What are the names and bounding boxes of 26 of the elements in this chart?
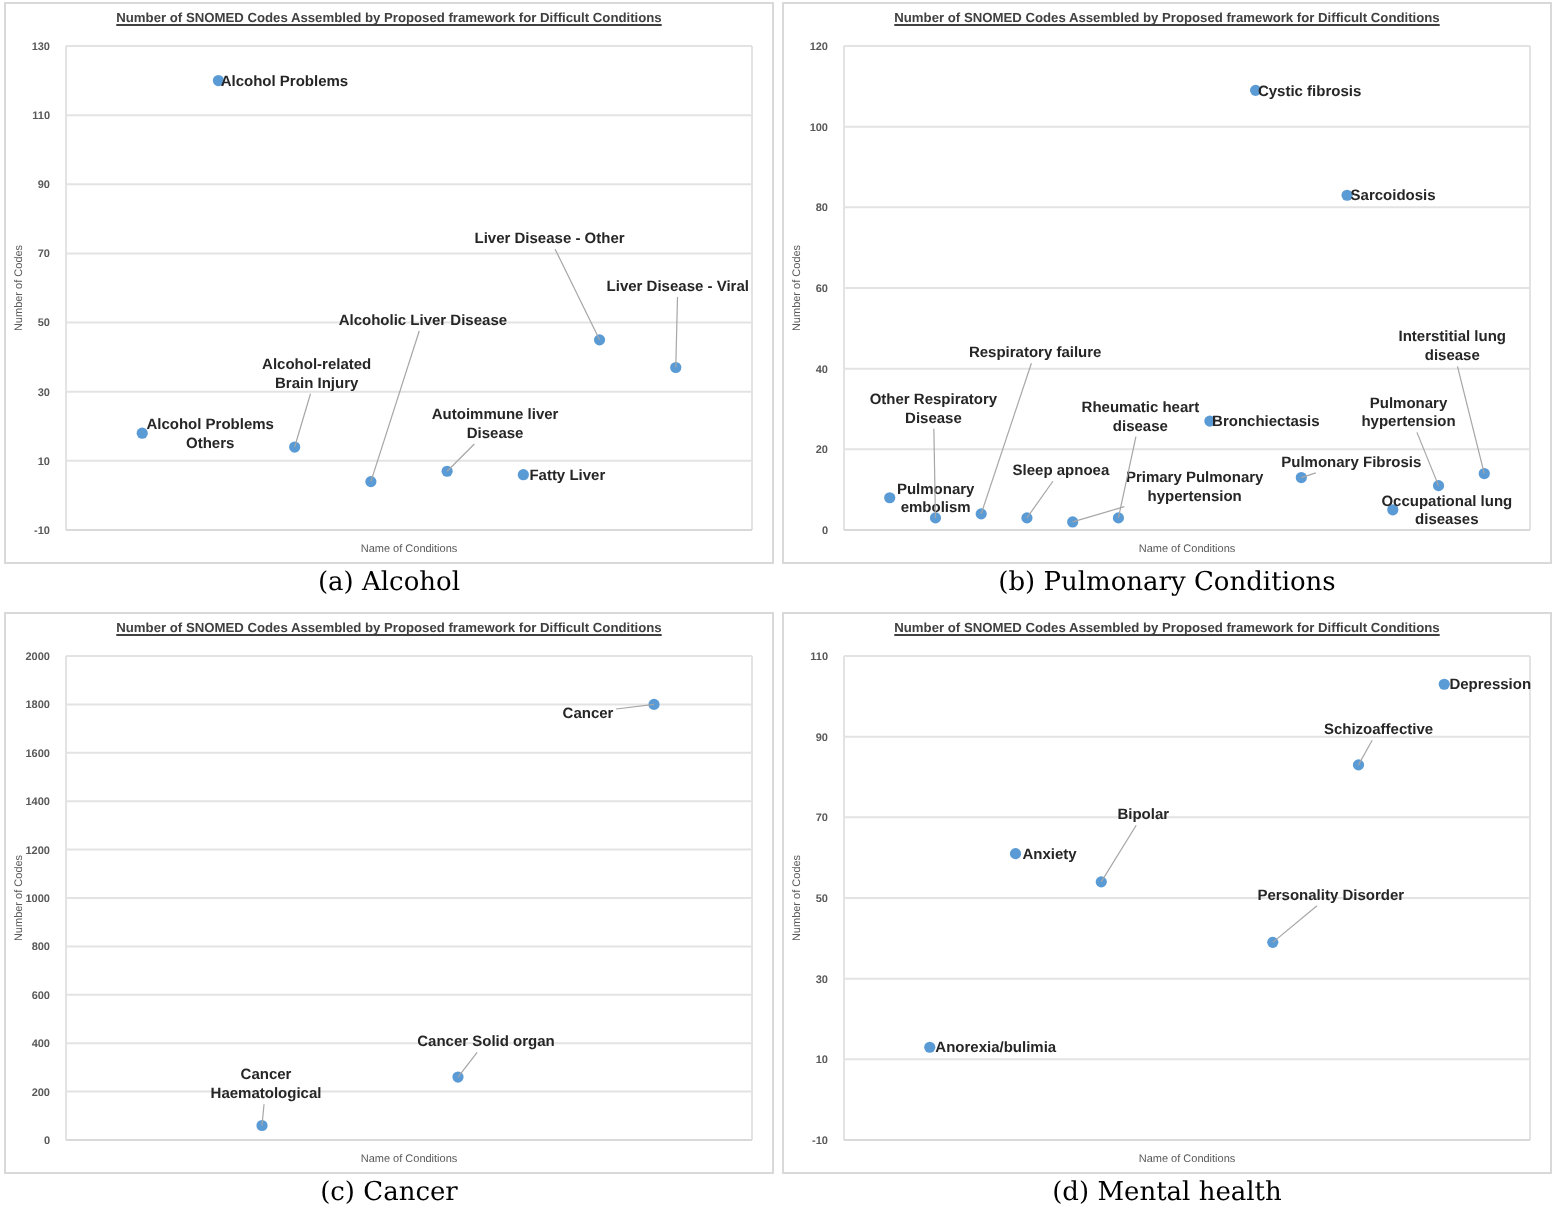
point bbox=[136, 427, 148, 439]
point bbox=[975, 508, 987, 520]
text: (d) Mental health bbox=[1050, 1178, 1284, 1208]
point bbox=[593, 334, 606, 346]
point bbox=[648, 698, 660, 710]
point bbox=[517, 469, 529, 481]
point bbox=[1067, 516, 1079, 528]
point bbox=[1352, 759, 1365, 771]
point bbox=[1095, 876, 1107, 888]
point bbox=[1009, 848, 1022, 860]
point bbox=[256, 1119, 268, 1132]
point bbox=[441, 465, 453, 477]
point bbox=[884, 492, 896, 504]
point bbox=[1267, 936, 1279, 948]
point bbox=[1295, 471, 1307, 484]
text: (a) Alcohol bbox=[315, 568, 463, 598]
point bbox=[1112, 512, 1124, 524]
point bbox=[1478, 467, 1490, 480]
point bbox=[924, 1041, 936, 1053]
point bbox=[1432, 480, 1445, 492]
text: (b) Pulmonary Conditions bbox=[996, 568, 1338, 598]
point bbox=[289, 441, 301, 453]
text: (c) Cancer bbox=[318, 1178, 460, 1208]
point bbox=[670, 361, 682, 374]
point bbox=[365, 476, 377, 488]
point bbox=[1438, 678, 1450, 690]
